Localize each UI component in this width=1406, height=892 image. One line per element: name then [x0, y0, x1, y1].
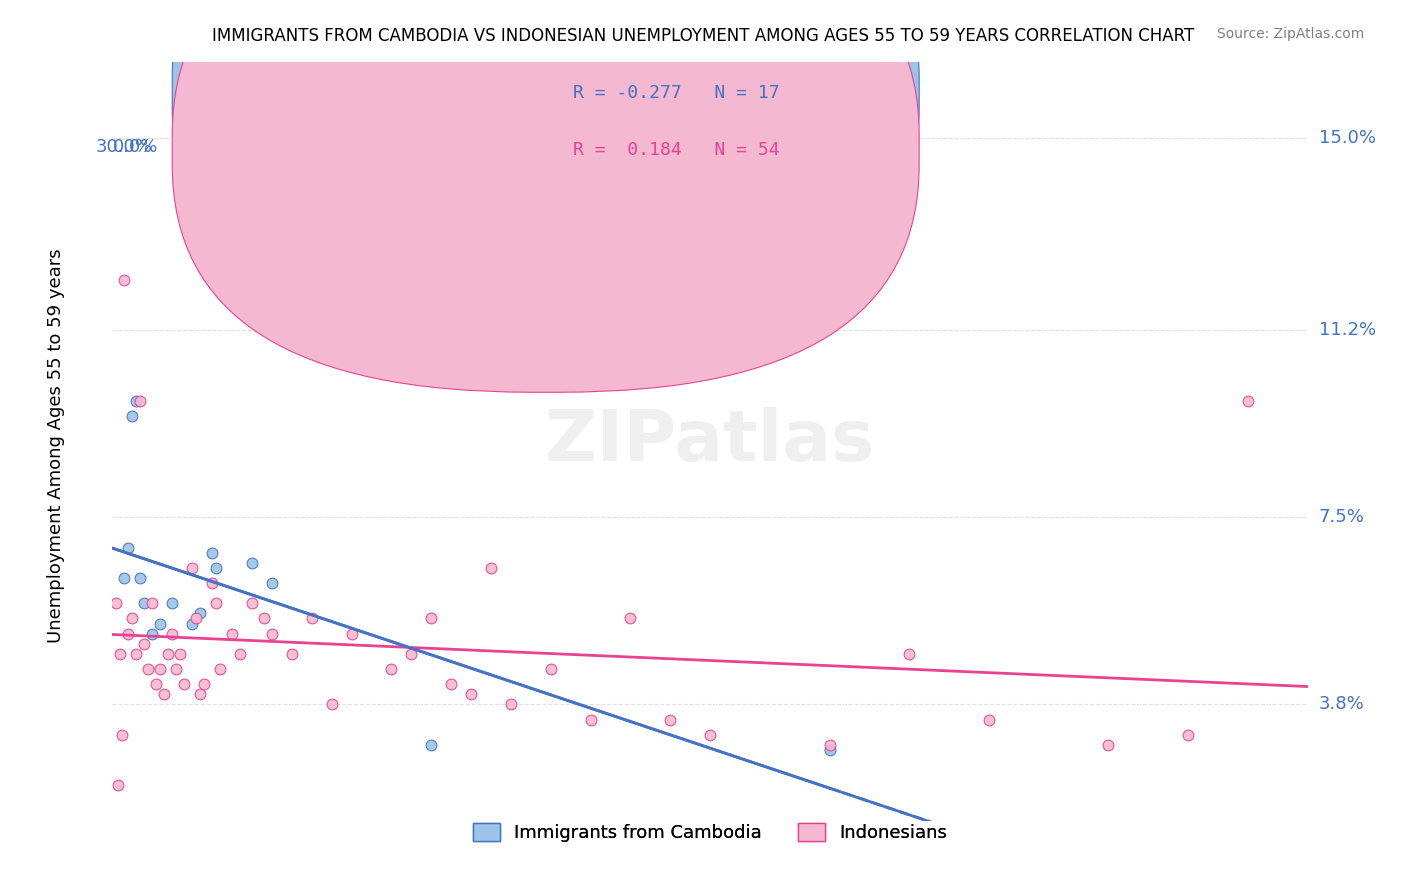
Point: [188, 687, 211, 701]
Point: [240, 556, 263, 570]
Point: [141, 626, 163, 640]
Point: [659, 713, 682, 727]
Point: [145, 677, 167, 691]
Point: [699, 728, 721, 742]
Point: [153, 687, 176, 701]
Point: [260, 576, 283, 591]
Point: [201, 546, 224, 560]
Point: [1237, 394, 1260, 409]
Point: [165, 662, 187, 676]
Point: [205, 596, 228, 610]
Point: [499, 698, 522, 712]
Point: [117, 541, 139, 555]
Point: [181, 616, 204, 631]
Point: [129, 571, 152, 585]
Point: [181, 561, 204, 575]
FancyBboxPatch shape: [173, 0, 920, 392]
Point: [162, 626, 183, 640]
Point: [818, 743, 841, 757]
Text: R = -0.277   N = 17: R = -0.277 N = 17: [572, 84, 779, 102]
Point: [420, 611, 443, 625]
Point: [229, 647, 252, 661]
Text: 7.5%: 7.5%: [1319, 508, 1365, 526]
Point: [162, 596, 183, 610]
Point: [121, 409, 143, 424]
Point: [619, 611, 641, 625]
Point: [201, 576, 224, 591]
Point: [977, 713, 1000, 727]
Text: 3.8%: 3.8%: [1319, 696, 1364, 714]
Point: [157, 647, 180, 661]
Point: [188, 607, 211, 621]
Text: R =  0.184   N = 54: R = 0.184 N = 54: [572, 141, 779, 159]
Point: [193, 677, 215, 691]
Legend: Immigrants from Cambodia, Indonesians: Immigrants from Cambodia, Indonesians: [465, 815, 955, 849]
Point: [479, 561, 502, 575]
Point: [420, 738, 443, 752]
Point: [540, 662, 562, 676]
Point: [401, 647, 423, 661]
Point: [121, 611, 143, 625]
Point: [141, 596, 163, 610]
Point: [240, 596, 263, 610]
Text: 15.0%: 15.0%: [1319, 129, 1375, 147]
Text: Unemployment Among Ages 55 to 59 years: Unemployment Among Ages 55 to 59 years: [48, 249, 65, 643]
Point: [1177, 728, 1199, 742]
Point: [281, 647, 304, 661]
Point: [107, 778, 129, 792]
Point: [898, 647, 921, 661]
Point: [125, 394, 148, 409]
Point: [205, 561, 228, 575]
Point: [340, 626, 363, 640]
Point: [134, 637, 156, 651]
Point: [138, 662, 160, 676]
Point: [149, 662, 172, 676]
Point: [105, 596, 128, 610]
Point: [110, 647, 132, 661]
Point: [129, 394, 152, 409]
Point: [125, 647, 148, 661]
Point: [149, 616, 172, 631]
Text: IMMIGRANTS FROM CAMBODIA VS INDONESIAN UNEMPLOYMENT AMONG AGES 55 TO 59 YEARS CO: IMMIGRANTS FROM CAMBODIA VS INDONESIAN U…: [212, 27, 1194, 45]
Text: 30.0%: 30.0%: [96, 138, 152, 156]
Point: [221, 626, 243, 640]
Point: [173, 677, 195, 691]
Point: [114, 273, 135, 287]
FancyBboxPatch shape: [508, 93, 793, 199]
Text: Source: ZipAtlas.com: Source: ZipAtlas.com: [1216, 27, 1364, 41]
Point: [460, 687, 482, 701]
FancyBboxPatch shape: [173, 0, 920, 335]
Point: [818, 738, 841, 752]
Point: [209, 662, 232, 676]
Point: [579, 713, 602, 727]
Text: 0.0%: 0.0%: [112, 138, 157, 156]
Point: [169, 647, 191, 661]
Point: [117, 626, 139, 640]
Point: [260, 626, 283, 640]
Point: [186, 611, 208, 625]
Point: [380, 662, 402, 676]
Point: [301, 611, 323, 625]
Text: ZIPatlas: ZIPatlas: [546, 407, 875, 476]
Point: [134, 596, 156, 610]
Text: 11.2%: 11.2%: [1319, 321, 1376, 339]
Point: [321, 698, 343, 712]
Point: [111, 728, 134, 742]
Point: [253, 611, 276, 625]
Point: [1097, 738, 1119, 752]
Point: [114, 571, 135, 585]
Point: [440, 677, 463, 691]
